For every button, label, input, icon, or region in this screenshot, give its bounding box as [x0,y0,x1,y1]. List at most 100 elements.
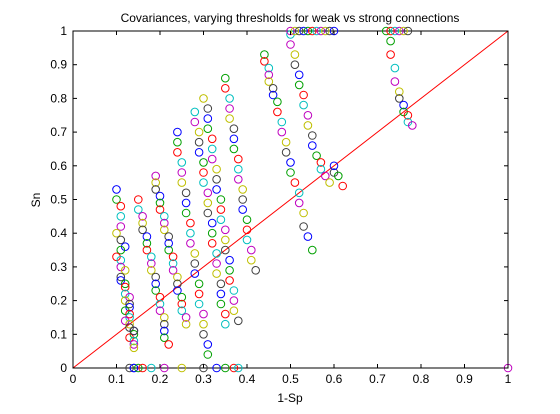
data-point [294,198,304,208]
data-point [199,309,208,319]
data-point [229,134,239,144]
data-point [308,26,317,36]
data-point [242,215,252,224]
data-point [155,292,165,302]
data-point [142,232,152,241]
data-point [181,319,191,329]
data-point [138,212,147,221]
x-tick-label: 0 [70,372,77,386]
x-tick-label: 0.5 [282,372,299,386]
y-tick-label: 0.2 [50,294,67,308]
data-point [273,97,282,107]
data-point [177,178,187,187]
y-tick-label: 0.4 [50,226,67,240]
data-point [151,171,160,181]
data-point [177,299,187,309]
data-point [234,175,243,184]
data-point [273,107,282,117]
data-point [321,171,330,181]
data-point [251,266,260,275]
data-point [294,188,304,198]
data-point [225,276,234,285]
data-point [160,326,169,336]
data-point [129,363,139,373]
data-point [308,141,317,150]
data-point [207,239,217,248]
data-point [294,80,304,90]
data-point [316,26,326,36]
data-point [207,154,217,164]
data-point [173,279,182,289]
y-tick-label: 1 [60,24,67,38]
data-point [194,299,204,309]
x-tick-label: 0.4 [239,372,256,386]
data-point [277,117,287,127]
y-tick-label: 0.1 [50,327,67,341]
data-point [216,299,226,309]
data-point [221,225,230,235]
data-point [329,161,339,171]
data-point [194,289,204,299]
x-tick-label: 0.1 [108,372,125,386]
data-point [116,201,126,211]
data-point [199,319,208,329]
data-point [129,343,139,353]
data-point [260,50,269,59]
data-point [138,225,147,235]
data-point [399,26,408,36]
data-point [294,26,304,36]
data-point [390,77,400,86]
data-point [112,185,121,194]
data-point [155,299,165,309]
data-point [286,158,295,167]
data-point [199,158,208,167]
x-tick-label: 0.8 [413,372,430,386]
data-point [308,245,317,255]
data-point [116,272,126,282]
data-point [199,178,208,187]
x-axis-ticks: 0 0.1 0.2 0.3 0.4 0.5 0.6 0.7 0.8 0.9 1 [70,31,512,386]
data-point [147,266,156,275]
data-point [225,104,234,113]
data-point [112,228,121,238]
data-point [151,286,160,295]
data-point [173,148,182,157]
data-point [155,198,165,208]
x-tick-label: 0.2 [152,372,169,386]
data-point [177,158,187,167]
data-point [155,306,165,316]
data-point [160,333,169,343]
data-point [229,296,239,305]
data-point [186,228,195,238]
data-point [290,178,300,187]
data-point [216,289,226,299]
data-point [125,309,134,319]
x-tick-label: 0.9 [456,372,473,386]
data-point [308,131,317,140]
data-point [325,26,334,36]
data-point [194,137,204,147]
data-point [212,363,221,373]
data-point [177,363,187,373]
data-point [281,148,291,157]
data-point [190,249,200,258]
data-point [164,232,173,241]
data-point [129,326,139,336]
data-point [303,121,313,130]
data-point [177,292,187,302]
data-point [390,26,400,36]
data-point [203,114,213,123]
data-point [229,124,239,133]
data-point [199,330,208,339]
data-point [129,340,139,349]
data-point [164,340,173,349]
data-point [290,26,300,36]
data-point [129,336,139,346]
data-point [112,195,121,204]
data-point [181,208,191,218]
data-point [138,218,147,228]
data-point [125,319,134,329]
data-point [134,363,143,373]
data-points [112,26,513,373]
